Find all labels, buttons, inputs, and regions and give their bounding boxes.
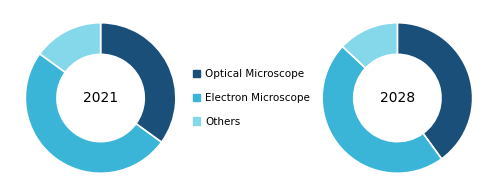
Wedge shape — [322, 46, 442, 173]
Wedge shape — [101, 23, 176, 142]
Wedge shape — [25, 54, 161, 173]
Legend: Optical Microscope, Electron Microscope, Others: Optical Microscope, Electron Microscope,… — [193, 69, 310, 127]
Wedge shape — [397, 23, 473, 159]
Text: 2021: 2021 — [83, 91, 118, 105]
Wedge shape — [40, 23, 101, 72]
Text: 2028: 2028 — [380, 91, 415, 105]
Wedge shape — [343, 23, 397, 68]
